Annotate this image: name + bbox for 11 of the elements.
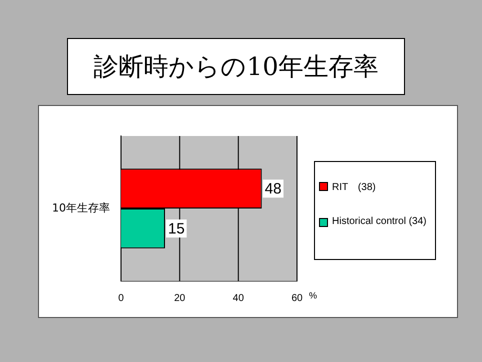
x-axis-title: % xyxy=(309,290,318,300)
x-tick-label: 60 xyxy=(291,292,303,304)
chart-title: 診断時からの10年生存率 xyxy=(67,38,405,95)
legend-label: Historical control (34) xyxy=(332,216,426,227)
data-label: 48 xyxy=(264,180,282,198)
x-tick-label: 0 xyxy=(118,292,124,304)
x-tick-label: 20 xyxy=(174,292,186,304)
x-tick-label: 40 xyxy=(232,292,244,304)
data-label: 15 xyxy=(168,220,185,238)
y-tick-label: 10年生存率 xyxy=(52,201,110,214)
legend-label: RIT (38) xyxy=(332,181,376,194)
